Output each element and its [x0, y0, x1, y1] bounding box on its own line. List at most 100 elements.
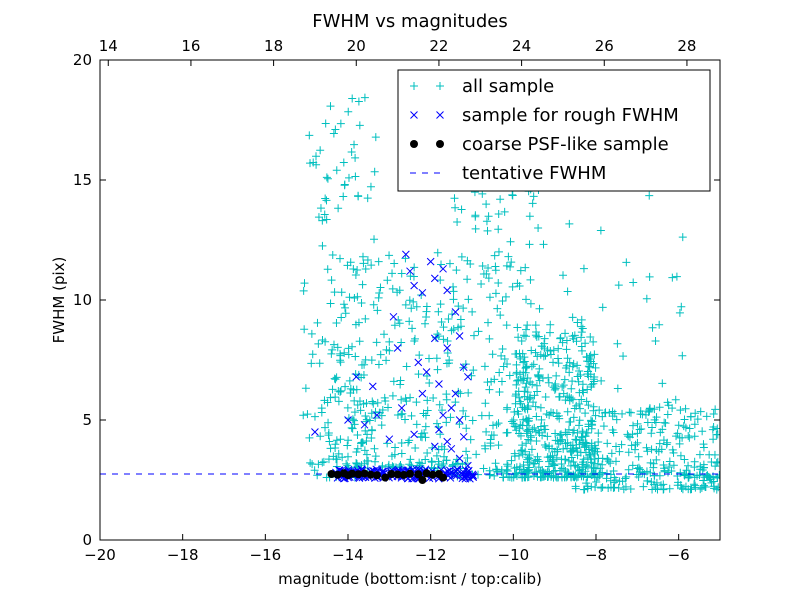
all-sample-point	[300, 325, 309, 334]
all-sample-point	[577, 342, 586, 351]
all-sample-point	[623, 430, 632, 439]
all-sample-point	[512, 360, 521, 369]
rough-fwhm-point	[389, 312, 398, 321]
all-sample-point	[699, 460, 708, 469]
all-sample-point	[350, 396, 359, 405]
all-sample-point	[584, 401, 593, 410]
all-sample-point	[594, 454, 603, 463]
legend-label-psf-like: coarse PSF-like sample	[462, 134, 669, 155]
all-sample-point	[354, 192, 363, 201]
all-sample-point	[504, 252, 513, 261]
all-sample-point	[485, 385, 494, 394]
all-sample-point	[314, 460, 323, 469]
all-sample-point	[414, 370, 423, 379]
all-sample-point	[384, 403, 392, 412]
all-sample-point	[448, 310, 457, 319]
all-sample-point	[713, 457, 720, 466]
all-sample-point	[709, 409, 718, 418]
all-sample-point	[483, 378, 492, 387]
all-sample-point	[691, 409, 700, 418]
all-sample-point	[696, 407, 705, 416]
all-sample-point	[700, 481, 709, 490]
all-sample-point	[422, 372, 431, 381]
all-sample-point	[367, 261, 376, 270]
all-sample-point	[561, 428, 570, 437]
all-sample-point	[423, 406, 432, 415]
all-sample-point	[310, 412, 319, 421]
all-sample-point	[570, 461, 579, 470]
all-sample-point	[530, 423, 539, 432]
all-sample-point	[397, 338, 406, 347]
all-sample-point	[356, 406, 365, 415]
all-sample-point	[432, 419, 441, 428]
all-sample-point	[711, 462, 720, 471]
all-sample-point	[442, 390, 451, 399]
all-sample-point	[487, 377, 496, 386]
all-sample-point	[633, 438, 642, 447]
all-sample-point	[582, 428, 591, 437]
all-sample-point	[621, 474, 630, 483]
all-sample-point	[308, 350, 317, 359]
all-sample-point	[651, 337, 660, 346]
rough-fwhm-point	[393, 344, 402, 352]
all-sample-point	[324, 455, 333, 464]
all-sample-point	[521, 263, 530, 272]
all-sample-point	[405, 296, 414, 305]
all-sample-point	[496, 195, 505, 204]
all-sample-point	[646, 458, 655, 467]
all-sample-point	[589, 469, 598, 478]
all-sample-point	[491, 262, 500, 271]
all-sample-point	[563, 354, 572, 363]
all-sample-point	[299, 411, 308, 420]
all-sample-point	[549, 346, 558, 355]
all-sample-point	[636, 407, 645, 416]
all-sample-point	[532, 332, 541, 341]
all-sample-point	[559, 271, 568, 280]
all-sample-point	[358, 280, 367, 289]
all-sample-point	[610, 473, 619, 482]
all-sample-point	[527, 362, 536, 371]
all-sample-point	[495, 368, 504, 377]
all-sample-point	[334, 204, 343, 213]
all-sample-point	[510, 422, 519, 431]
all-sample-point	[686, 470, 695, 479]
all-sample-point	[408, 324, 417, 333]
all-sample-point	[589, 463, 598, 472]
all-sample-point	[684, 461, 693, 470]
all-sample-point	[366, 182, 375, 191]
all-sample-point	[560, 375, 569, 384]
all-sample-point	[643, 447, 652, 456]
rough-fwhm-point	[455, 416, 464, 424]
all-sample-point	[422, 302, 431, 311]
rough-fwhm-point	[469, 473, 477, 481]
all-sample-point	[398, 409, 407, 418]
legend: all sample sample for rough FWHM coarse …	[397, 69, 711, 192]
rough-fwhm-point	[464, 372, 472, 381]
all-sample-point	[563, 438, 572, 447]
all-sample-point	[669, 461, 678, 470]
all-sample-point	[361, 412, 370, 421]
all-sample-point	[334, 449, 343, 458]
all-sample-point	[336, 387, 345, 396]
legend-label-tentative-fwhm: tentative FWHM	[462, 163, 606, 184]
all-sample-point	[578, 427, 587, 436]
rough-fwhm-point	[368, 382, 377, 391]
all-sample-point	[482, 427, 491, 436]
all-sample-point	[569, 334, 578, 343]
all-sample-point	[331, 393, 340, 402]
all-sample-point	[676, 451, 685, 460]
all-sample-point	[690, 473, 699, 482]
x-tick-label: −12	[415, 546, 447, 564]
all-sample-point	[606, 459, 615, 468]
all-sample-point	[316, 432, 325, 441]
psf-like-point	[381, 473, 390, 482]
all-sample-point	[406, 455, 415, 464]
all-sample-point	[570, 473, 579, 482]
legend-marker-dot	[436, 140, 444, 148]
all-sample-point	[328, 385, 337, 394]
all-sample-point	[569, 445, 578, 454]
legend-box	[397, 69, 711, 192]
all-sample-point	[548, 451, 557, 460]
all-sample-point	[532, 412, 541, 421]
all-sample-point	[522, 469, 531, 478]
